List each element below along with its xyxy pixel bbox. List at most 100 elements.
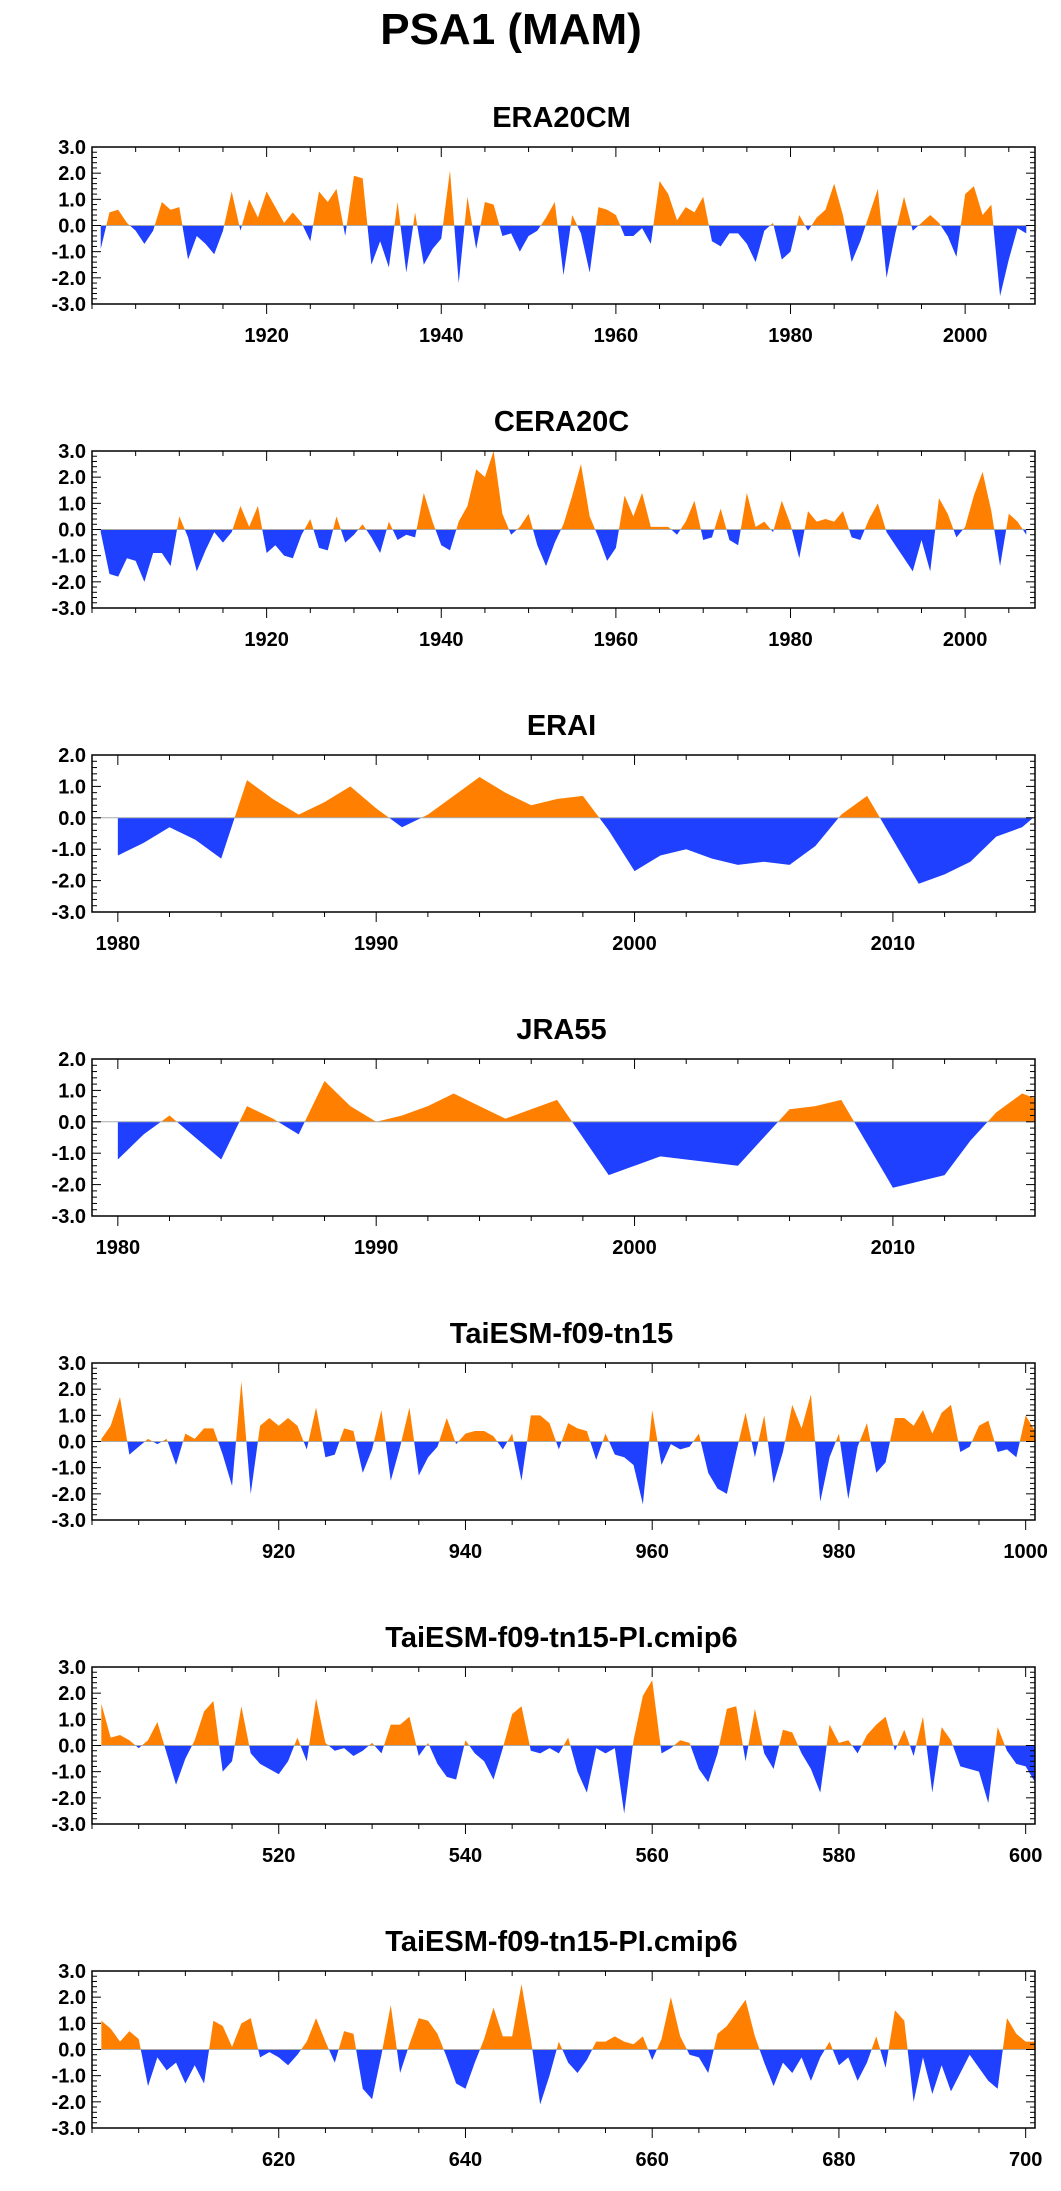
x-tick-label: 1920 — [244, 629, 289, 651]
x-tick-label: 2000 — [943, 629, 988, 651]
x-tick-label: 2000 — [612, 933, 657, 955]
x-tick-label: 940 — [449, 1541, 482, 1563]
negative-area — [117, 817, 1035, 884]
series-group — [92, 776, 1035, 884]
y-tick-label: 3.0 — [58, 1657, 86, 1679]
y-tick-label: -2.0 — [52, 268, 86, 290]
y-tick-label: -2.0 — [52, 572, 86, 594]
x-tick-label: 960 — [636, 1541, 669, 1563]
panel-title: TaiESM-f09-tn15-PI.cmip6 — [385, 1622, 737, 1654]
y-tick-label: 2.0 — [58, 1987, 86, 2009]
x-tick-label: 1980 — [96, 933, 141, 955]
panel-title: ERAI — [527, 710, 596, 742]
y-tick-label: 0.0 — [58, 520, 86, 542]
chart-panel: CERA20C 3.0 2.0 1.0 0.0 -1.0 -2.0 -3.0 1920 1940 1… — [52, 406, 1036, 651]
y-tick-label: 1.0 — [58, 2013, 86, 2035]
x-tick-label: 1940 — [419, 325, 464, 347]
positive-area — [101, 1680, 1035, 1746]
chart-panel: TaiESM-f09-tn15 3.0 2.0 1.0 0.0 -1.0 -2.0 -3.0 9… — [52, 1318, 1048, 1563]
positive-area — [101, 1984, 1035, 2050]
panel-title: ERA20CM — [492, 102, 631, 134]
series-group — [92, 1680, 1035, 1814]
x-tick-label: 1940 — [419, 629, 464, 651]
y-tick-label: -3.0 — [52, 598, 86, 620]
y-tick-label: 0.0 — [58, 1112, 86, 1134]
y-tick-label: -1.0 — [52, 242, 86, 264]
negative-area — [100, 225, 1027, 297]
x-tick-label: 600 — [1009, 1845, 1042, 1867]
x-tick-label: 680 — [822, 2149, 855, 2171]
series-group — [92, 451, 1035, 582]
series-group — [92, 1080, 1035, 1188]
y-tick-label: 3.0 — [58, 137, 86, 159]
y-tick-label: 3.0 — [58, 1353, 86, 1375]
y-tick-label: -3.0 — [52, 1814, 86, 1836]
y-tick-label: -3.0 — [52, 294, 86, 316]
panel-title: TaiESM-f09-tn15 — [450, 1318, 673, 1350]
y-tick-label: 0.0 — [58, 2040, 86, 2062]
x-tick-label: 540 — [449, 1845, 482, 1867]
y-tick-label: 2.0 — [58, 163, 86, 185]
y-tick-label: -3.0 — [52, 2118, 86, 2140]
chart-panel: JRA55 2.0 1.0 0.0 -1.0 -2.0 -3.0 1980 1990 2000 20… — [52, 1014, 1036, 1259]
x-tick-label: 1980 — [768, 629, 813, 651]
panel-title: TaiESM-f09-tn15-PI.cmip6 — [385, 1926, 737, 1958]
y-tick-label: 1.0 — [58, 1709, 86, 1731]
y-tick-label: 1.0 — [58, 189, 86, 211]
y-tick-label: 0.0 — [58, 808, 86, 830]
y-tick-label: 1.0 — [58, 493, 86, 515]
y-tick-label: 0.0 — [58, 1736, 86, 1758]
x-tick-label: 620 — [262, 2149, 295, 2171]
x-tick-label: 920 — [262, 1541, 295, 1563]
figure-title: PSA1 (MAM) — [380, 5, 642, 54]
positive-area — [101, 1381, 1035, 1442]
y-tick-label: 1.0 — [58, 1080, 86, 1102]
x-tick-label: 520 — [262, 1845, 295, 1867]
positive-area — [100, 170, 1027, 226]
y-tick-label: 0.0 — [58, 216, 86, 238]
chart-panel: TaiESM-f09-tn15-PI.cmip6 3.0 2.0 1.0 0.0 -1.0… — [52, 1622, 1043, 1867]
y-tick-label: -2.0 — [52, 871, 86, 893]
y-tick-label: -2.0 — [52, 1175, 86, 1197]
x-tick-label: 1000 — [1003, 1541, 1048, 1563]
x-tick-label: 980 — [822, 1541, 855, 1563]
x-tick-label: 2010 — [871, 933, 916, 955]
y-tick-label: 2.0 — [58, 745, 86, 767]
plot-frame — [91, 1058, 1036, 1217]
x-tick-label: 1960 — [594, 629, 639, 651]
x-tick-label: 640 — [449, 2149, 482, 2171]
positive-area — [100, 451, 1027, 530]
panel-title: JRA55 — [516, 1014, 606, 1046]
series-group — [92, 1381, 1035, 1505]
positive-area — [160, 1080, 1035, 1122]
y-tick-label: -1.0 — [52, 1143, 86, 1165]
y-tick-label: -2.0 — [52, 1484, 86, 1506]
y-tick-label: -3.0 — [52, 1510, 86, 1532]
negative-area — [101, 2049, 1035, 2105]
panels: ERA20CM 3.0 2.0 1.0 0.0 -1.0 -2.0 -3.0 1920 1940 1… — [52, 102, 1048, 2171]
y-tick-label: 2.0 — [58, 1379, 86, 1401]
negative-area — [117, 1121, 1035, 1188]
plot-frame — [91, 754, 1036, 913]
x-tick-label: 1960 — [594, 325, 639, 347]
y-tick-label: 1.0 — [58, 776, 86, 798]
x-tick-label: 1990 — [354, 933, 399, 955]
x-tick-label: 1980 — [768, 325, 813, 347]
negative-area — [101, 1441, 1035, 1505]
y-tick-label: -1.0 — [52, 546, 86, 568]
x-tick-label: 1980 — [96, 1237, 141, 1259]
y-tick-label: -2.0 — [52, 2092, 86, 2114]
y-tick-label: -1.0 — [52, 2066, 86, 2088]
chart-panel: ERA20CM 3.0 2.0 1.0 0.0 -1.0 -2.0 -3.0 1920 1940 1… — [52, 102, 1036, 347]
x-tick-label: 2000 — [612, 1237, 657, 1259]
negative-area — [100, 529, 1027, 582]
x-tick-label: 1990 — [354, 1237, 399, 1259]
panel-title: CERA20C — [494, 406, 629, 438]
y-tick-label: 2.0 — [58, 1683, 86, 1705]
y-tick-label: 0.0 — [58, 1432, 86, 1454]
y-tick-label: -3.0 — [52, 902, 86, 924]
y-tick-label: -1.0 — [52, 1762, 86, 1784]
y-tick-label: -1.0 — [52, 1458, 86, 1480]
x-tick-label: 560 — [636, 1845, 669, 1867]
